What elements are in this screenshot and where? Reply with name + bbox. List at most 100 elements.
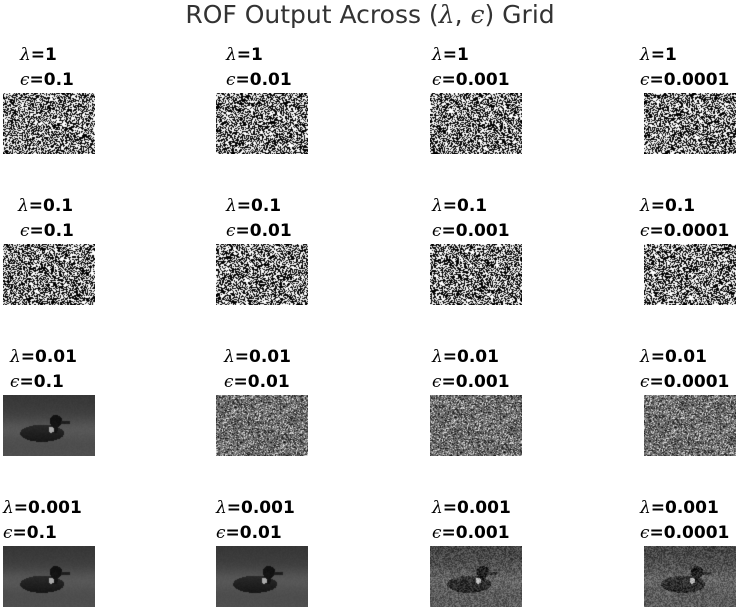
rof-output-image <box>644 93 736 154</box>
lambda-label: λ=0.01 <box>640 347 707 367</box>
epsilon-symbol: ϵ <box>432 221 442 241</box>
epsilon-value: =0.1 <box>29 221 74 241</box>
lambda-symbol: λ <box>224 347 235 367</box>
lambda-value: =0.001 <box>650 498 719 518</box>
epsilon-label: ϵ=0.0001 <box>640 70 729 90</box>
rof-output-image <box>216 244 308 305</box>
figure-title-text: ROF Output Across ( <box>185 0 439 29</box>
lambda-symbol: λ <box>432 45 443 65</box>
lambda-symbol: λ <box>216 498 227 518</box>
lambda-value: =1 <box>30 45 57 65</box>
epsilon-value: =0.01 <box>233 372 290 392</box>
epsilon-label: ϵ=0.1 <box>3 523 57 543</box>
epsilon-label: ϵ=0.0001 <box>640 372 729 392</box>
epsilon-value: =0.1 <box>12 523 57 543</box>
lambda-label: λ=0.1 <box>640 196 695 216</box>
epsilon-label: ϵ=0.01 <box>216 523 282 543</box>
lambda-symbol: λ <box>432 498 443 518</box>
epsilon-value: =0.001 <box>441 372 510 392</box>
lambda-label: λ=1 <box>640 45 677 65</box>
lambda-label: λ=0.01 <box>224 347 291 367</box>
lambda-symbol: λ <box>10 347 21 367</box>
lambda-label: λ=0.001 <box>432 498 511 518</box>
epsilon-symbol: ϵ <box>640 523 650 543</box>
lambda-symbol: λ <box>432 196 443 216</box>
lambda-symbol: λ <box>18 196 29 216</box>
rof-output-image <box>216 546 308 607</box>
epsilon-value: =0.01 <box>225 523 282 543</box>
figure-title-eps: ϵ <box>470 0 485 29</box>
rof-output-image <box>430 244 522 305</box>
lambda-value: =1 <box>650 45 677 65</box>
lambda-symbol: λ <box>432 347 443 367</box>
epsilon-symbol: ϵ <box>432 372 442 392</box>
lambda-label: λ=0.001 <box>216 498 295 518</box>
epsilon-symbol: ϵ <box>3 523 13 543</box>
lambda-symbol: λ <box>640 196 651 216</box>
lambda-label: λ=0.1 <box>432 196 487 216</box>
epsilon-symbol: ϵ <box>226 221 236 241</box>
lambda-symbol: λ <box>20 45 31 65</box>
epsilon-symbol: ϵ <box>226 70 236 90</box>
rof-output-image <box>430 395 522 456</box>
epsilon-label: ϵ=0.01 <box>224 372 290 392</box>
lambda-symbol: λ <box>226 196 237 216</box>
epsilon-value: =0.001 <box>441 523 510 543</box>
lambda-label: λ=0.01 <box>432 347 499 367</box>
epsilon-label: ϵ=0.0001 <box>640 523 729 543</box>
lambda-label: λ=1 <box>226 45 263 65</box>
epsilon-label: ϵ=0.001 <box>432 523 510 543</box>
epsilon-value: =0.0001 <box>649 70 730 90</box>
epsilon-label: ϵ=0.01 <box>226 221 292 241</box>
lambda-value: =1 <box>442 45 469 65</box>
lambda-value: =0.1 <box>442 196 488 216</box>
rof-output-image <box>3 546 95 607</box>
epsilon-value: =0.0001 <box>649 523 730 543</box>
lambda-symbol: λ <box>640 347 651 367</box>
epsilon-label: ϵ=0.001 <box>432 372 510 392</box>
epsilon-symbol: ϵ <box>224 372 234 392</box>
rof-output-image <box>3 93 95 154</box>
epsilon-value: =0.001 <box>441 70 510 90</box>
lambda-value: =0.1 <box>236 196 282 216</box>
epsilon-value: =0.0001 <box>649 221 730 241</box>
lambda-label: λ=0.01 <box>10 347 77 367</box>
epsilon-value: =0.1 <box>29 70 74 90</box>
lambda-label: λ=0.1 <box>18 196 73 216</box>
lambda-value: =0.01 <box>650 347 707 367</box>
epsilon-value: =0.001 <box>441 221 510 241</box>
rof-output-image <box>216 93 308 154</box>
figure-title-lambda: λ <box>438 0 455 29</box>
epsilon-label: ϵ=0.1 <box>10 372 64 392</box>
epsilon-symbol: ϵ <box>432 70 442 90</box>
epsilon-symbol: ϵ <box>640 372 650 392</box>
lambda-label: λ=0.1 <box>226 196 281 216</box>
lambda-value: =0.01 <box>442 347 499 367</box>
lambda-label: λ=1 <box>432 45 469 65</box>
lambda-value: =0.1 <box>650 196 696 216</box>
epsilon-label: ϵ=0.1 <box>20 70 74 90</box>
lambda-value: =0.001 <box>13 498 82 518</box>
epsilon-value: =0.0001 <box>649 372 730 392</box>
lambda-value: =1 <box>236 45 263 65</box>
lambda-value: =0.1 <box>28 196 74 216</box>
lambda-label: λ=0.001 <box>3 498 82 518</box>
epsilon-label: ϵ=0.1 <box>20 221 74 241</box>
rof-output-image <box>3 395 95 456</box>
lambda-symbol: λ <box>640 498 651 518</box>
epsilon-symbol: ϵ <box>432 523 442 543</box>
lambda-value: =0.001 <box>226 498 295 518</box>
epsilon-symbol: ϵ <box>640 221 650 241</box>
epsilon-label: ϵ=0.0001 <box>640 221 729 241</box>
lambda-label: λ=0.001 <box>640 498 719 518</box>
lambda-label: λ=1 <box>20 45 57 65</box>
lambda-value: =0.01 <box>234 347 291 367</box>
figure-title-end: ) Grid <box>484 0 555 29</box>
rof-output-image <box>644 244 736 305</box>
figure-title-sep: , <box>454 0 471 29</box>
lambda-symbol: λ <box>640 45 651 65</box>
rof-output-image <box>430 546 522 607</box>
epsilon-value: =0.01 <box>235 70 292 90</box>
lambda-value: =0.001 <box>442 498 511 518</box>
rof-output-image <box>3 244 95 305</box>
